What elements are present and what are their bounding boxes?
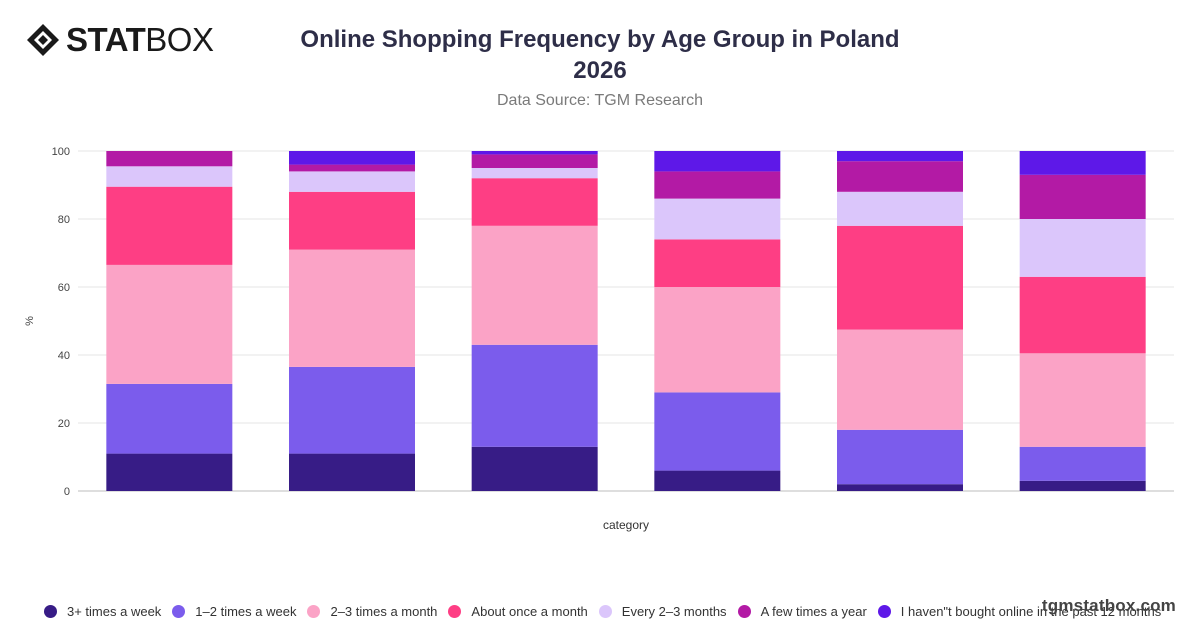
bar-segment-7-category-3 (471, 151, 598, 155)
legend-item[interactable]: A few times a year (737, 603, 867, 619)
y-tick-label: 80 (58, 214, 70, 226)
bar-segment-4-category-5 (837, 225, 963, 330)
statbox-logo: STATBOX (26, 21, 214, 58)
bar-segment-2-category-3 (471, 344, 598, 447)
y-tick-label: 20 (58, 418, 70, 430)
bar-segment-5-category-5 (837, 191, 963, 226)
bar-segment-4-category-1 (106, 186, 233, 265)
bar-segment-1-category-3 (471, 446, 598, 491)
bar-segment-2-category-4 (654, 392, 781, 471)
legend-color-dot-icon (44, 604, 57, 618)
bar-segment-3-category-4 (654, 287, 781, 393)
bar-segment-2-category-1 (106, 383, 233, 454)
legend-label: About once a month (471, 603, 588, 619)
y-tick-label: 60 (58, 282, 70, 294)
legend-color-dot-icon (877, 604, 891, 618)
bar-segment-2-category-5 (837, 429, 963, 485)
bar-segment-6-category-2 (289, 164, 415, 172)
bar-segment-3-category-3 (471, 225, 598, 345)
y-tick-label: 100 (52, 146, 70, 158)
legend-color-dot-icon (598, 604, 612, 618)
logo-wordmark: STATBOX (66, 21, 214, 58)
legend-item[interactable]: About once a month (448, 603, 588, 619)
bar-segment-1-category-5 (837, 484, 963, 491)
legend-color-dot-icon (172, 604, 186, 618)
watermark: tgmstatbox.com (1041, 596, 1176, 615)
bar-segment-6-category-6 (1019, 174, 1146, 219)
bar-segment-5-category-2 (289, 171, 415, 192)
bar-segment-7-category-5 (837, 151, 963, 162)
legend-label: 1–2 times a week (195, 603, 297, 619)
bar-segment-3-category-5 (837, 329, 963, 430)
stacked-bar-chart: 0 20 40 60 80 100% category (24, 146, 1174, 532)
bar-segment-1-category-1 (106, 453, 233, 491)
y-tick-label: 40 (58, 350, 70, 362)
chart-subtitle: Data Source: TGM Research (496, 92, 703, 109)
legend-label: I haven"t bought online in the past 12 m… (900, 603, 1162, 619)
bar-segment-5-category-1 (106, 166, 233, 187)
chart-title: Online Shopping Frequency by Age Group i… (0, 24, 1200, 86)
bar-segment-3-category-1 (106, 264, 233, 384)
bar-segment-3-category-2 (289, 249, 415, 367)
bar-segment-1-category-6 (1019, 480, 1146, 491)
legend-label: A few times a year (760, 603, 867, 619)
bar-segment-1-category-2 (289, 453, 415, 491)
bar-segment-2-category-2 (289, 366, 415, 454)
legend-label: 2–3 times a month (330, 603, 438, 619)
bar-segment-2-category-6 (1019, 446, 1146, 481)
bar-segment-4-category-4 (654, 239, 781, 287)
bar-segment-7-category-6 (1019, 151, 1146, 175)
legend-label: 3+ times a week (67, 603, 162, 619)
legend-item[interactable]: 1–2 times a week (172, 604, 296, 619)
bar-segment-1-category-4 (654, 470, 781, 491)
bar-segment-5-category-4 (654, 198, 781, 240)
bar-segment-6-category-1 (106, 151, 233, 167)
bar-segment-7-category-4 (654, 151, 781, 172)
legend-color-dot-icon (448, 604, 462, 618)
legend-item[interactable]: 2–3 times a month (307, 604, 437, 619)
bar-segment-4-category-6 (1019, 276, 1146, 354)
bar-segment-5-category-6 (1019, 219, 1146, 277)
bar-segment-5-category-3 (471, 168, 598, 179)
legend-color-dot-icon (307, 604, 321, 618)
logo-wordmark-bold: STAT (66, 21, 146, 58)
chart-title-line1: Online Shopping Frequency by Age Group i… (300, 26, 900, 53)
legend-item[interactable]: 3+ times a week (44, 604, 161, 619)
diamond-logo-icon (27, 24, 59, 56)
bar-segment-3-category-6 (1019, 353, 1146, 447)
chart-legend: 3+ times a week 1–2 times a week 2–3 times… (44, 601, 1172, 621)
chart-title-line2: 2026 (573, 57, 627, 84)
x-axis-label: category (603, 518, 649, 532)
y-tick-label: 0 (64, 486, 70, 498)
bar-segment-6-category-3 (471, 154, 598, 168)
legend-color-dot-icon (737, 604, 751, 618)
legend-item[interactable]: I haven"t bought online in the past 12 m… (877, 603, 1162, 619)
legend-label: Every 2–3 months (621, 603, 727, 619)
bar-segment-6-category-5 (837, 161, 963, 192)
bar-segment-7-category-2 (289, 151, 415, 165)
logo-wordmark-light: BOX (145, 21, 214, 58)
bar-segment-4-category-2 (289, 191, 415, 250)
legend-item[interactable]: Every 2–3 months (598, 603, 727, 619)
bar-segment-6-category-4 (654, 171, 781, 199)
bar-segment-4-category-3 (471, 178, 598, 226)
y-axis-label: % (24, 316, 36, 326)
